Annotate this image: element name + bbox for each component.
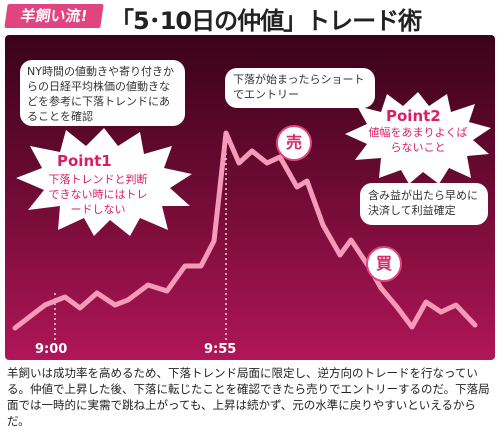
page-title: 「5･10日の仲値」トレード術	[110, 7, 422, 35]
point2-text: 値幅をあまりよくばらないこと	[368, 126, 468, 154]
note-ny-trend: NY時間の値動きや寄り付きからの日経平均株価の値動きなどを参考に下落トレンドにあ…	[20, 60, 185, 126]
sell-marker: 売	[276, 125, 312, 161]
point2-title: Point2	[386, 107, 441, 125]
note-drop-entry: 下落が始まったらショートでエントリー	[225, 68, 375, 108]
point1-burst-icon	[16, 128, 192, 236]
note-take-profit: 含み益が出たら早めに決済して利益確定	[360, 183, 488, 225]
point1-title: Point1	[57, 152, 112, 170]
explanation-caption: 羊飼いは成功率を高めるため、下落トレンド局面に限定し、逆方向のトレードを行なって…	[7, 366, 490, 428]
point2-burst-icon	[345, 92, 491, 184]
method-tag: 羊飼い流!	[4, 4, 104, 28]
point1-text: 下落トレンドと判断できない時にはトレードしない	[48, 173, 148, 216]
buy-marker: 買	[366, 246, 402, 282]
time-label-900: 9:00	[35, 342, 68, 357]
price-line	[12, 130, 478, 331]
time-label-955: 9:55	[204, 342, 237, 357]
price-chart	[12, 130, 478, 347]
